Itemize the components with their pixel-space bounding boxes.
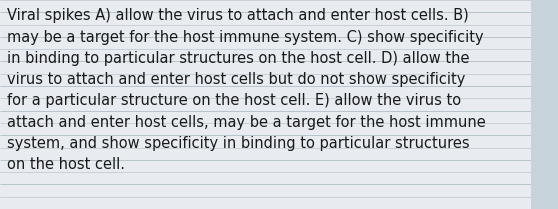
Text: Viral spikes A) allow the virus to attach and enter host cells. B)
may be a targ: Viral spikes A) allow the virus to attac… — [7, 8, 486, 172]
Bar — [531, 0, 558, 209]
